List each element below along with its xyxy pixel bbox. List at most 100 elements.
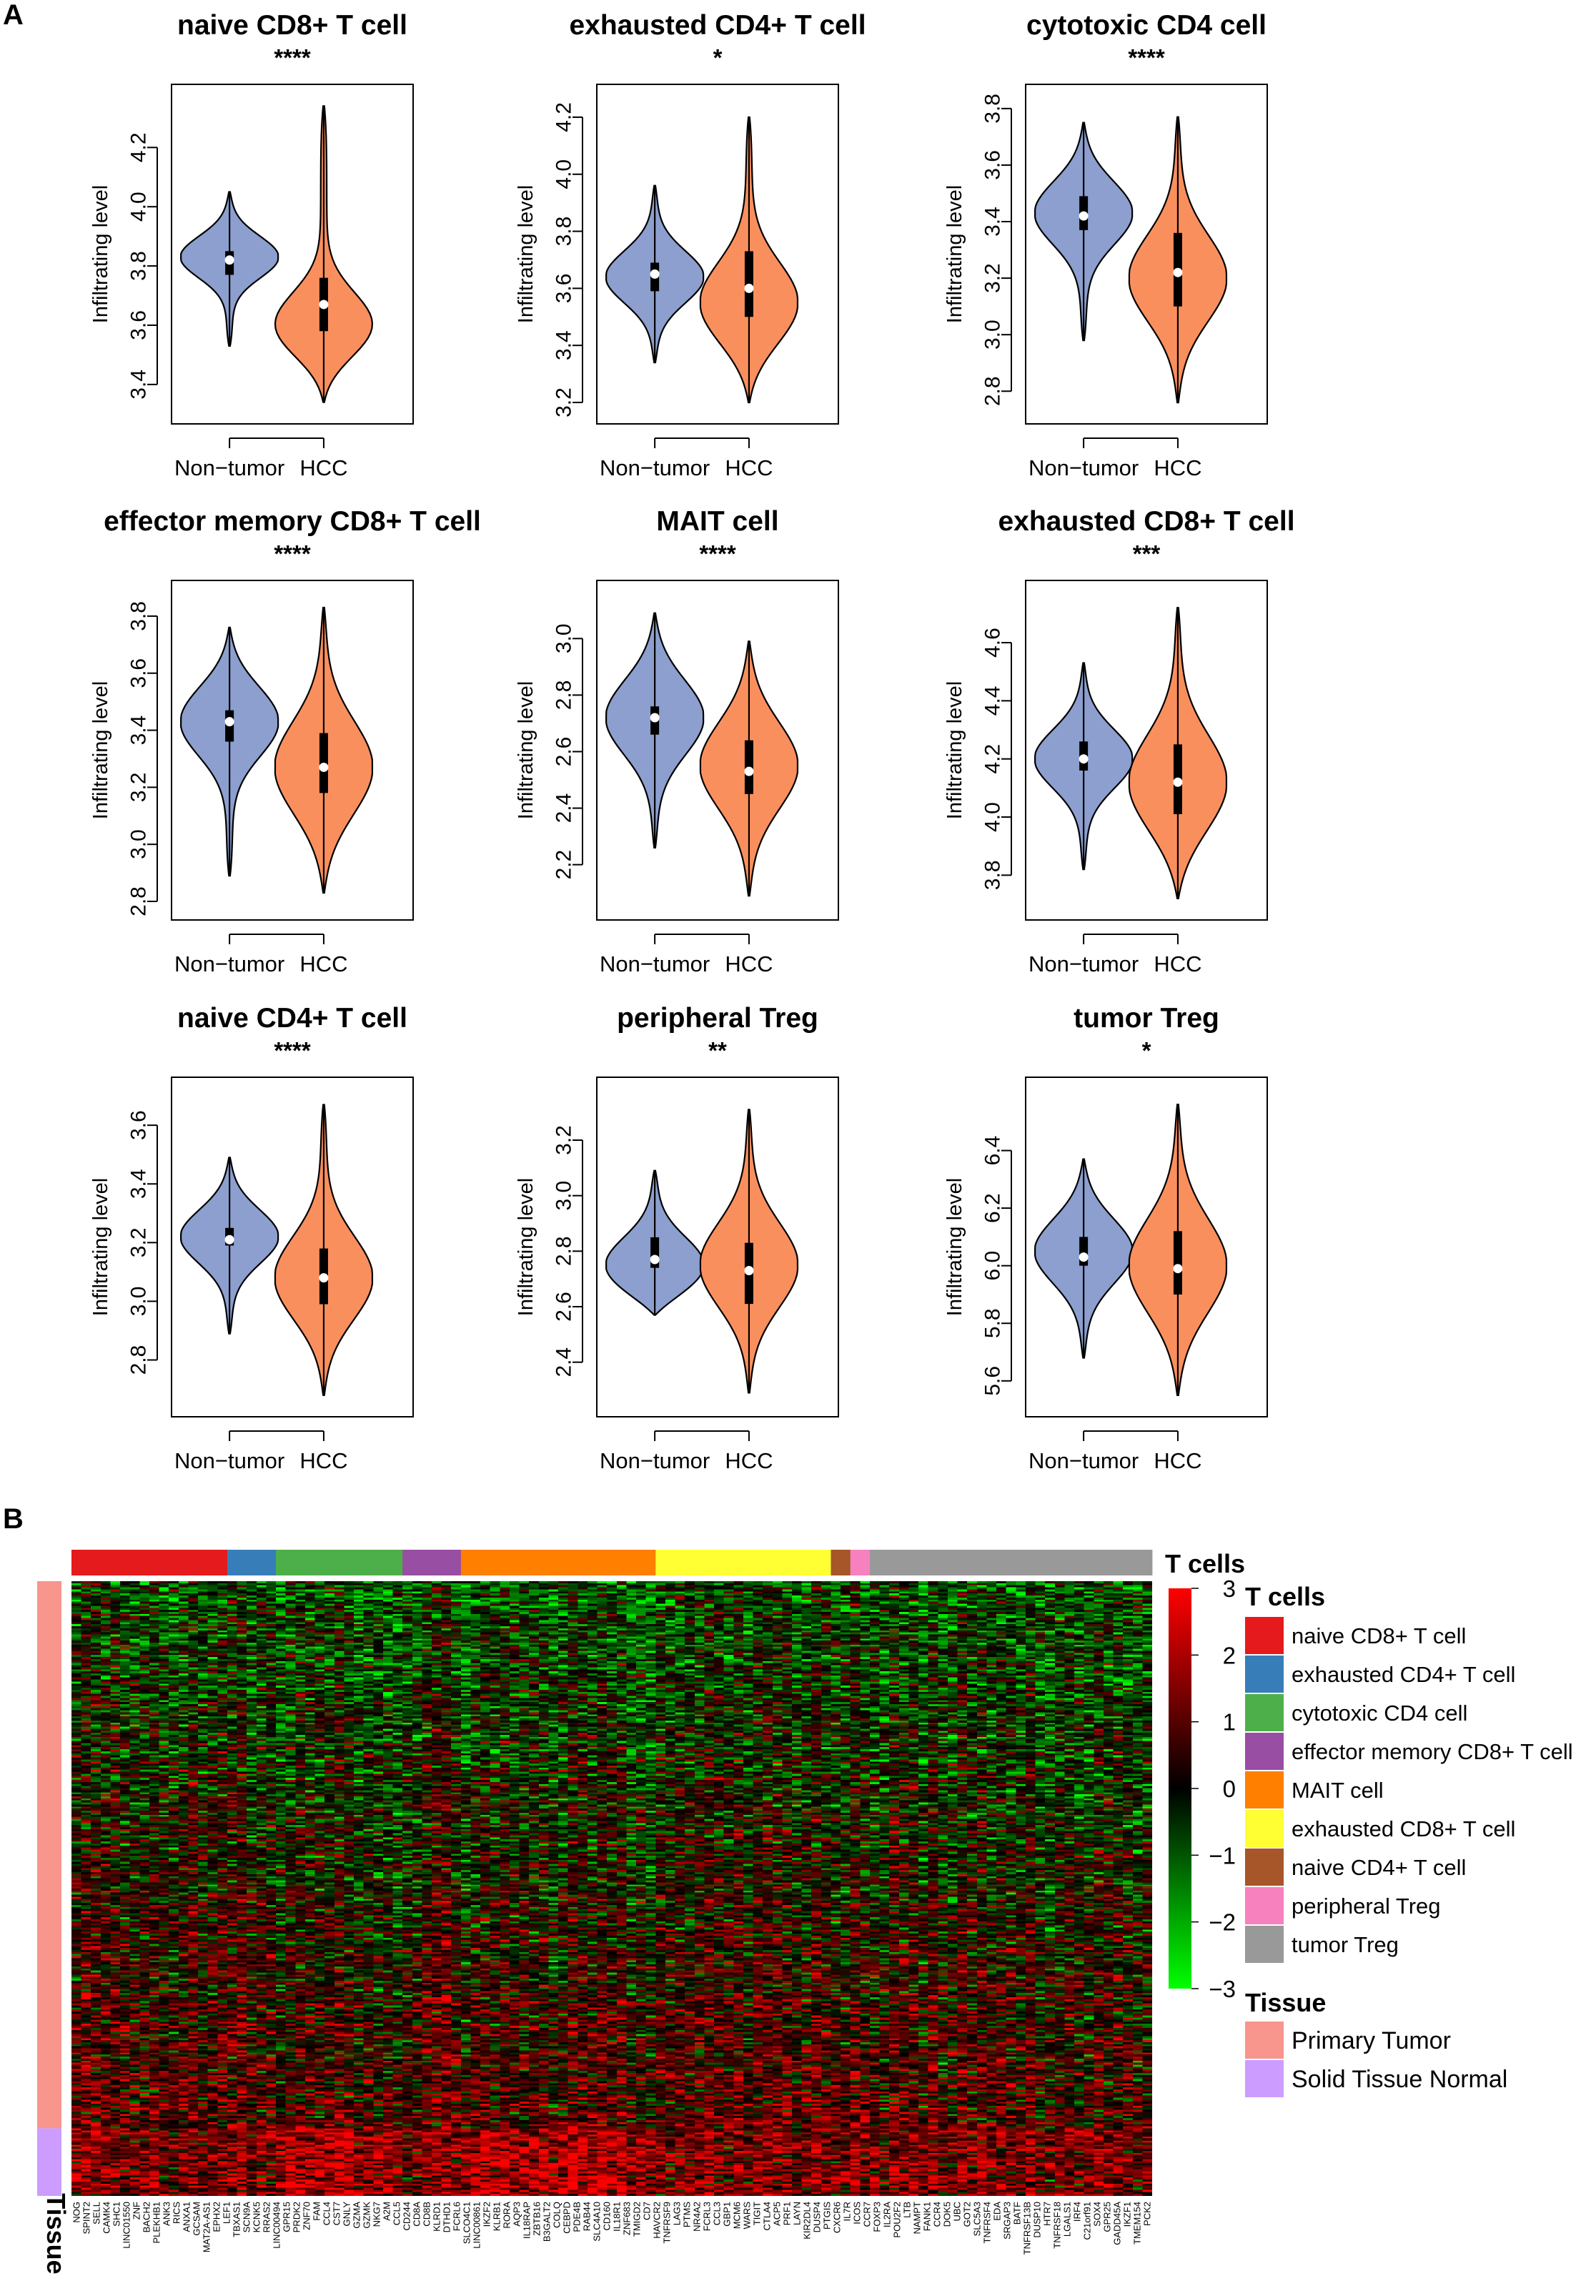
gene-label: MCM6 xyxy=(732,2202,743,2229)
plot-title: cytotoxic CD4 cell xyxy=(1026,10,1267,41)
gene-label: ZBTB16 xyxy=(532,2202,542,2236)
median-dot xyxy=(650,713,660,723)
color-scale-label: 3 xyxy=(1223,1575,1236,1602)
y-tick-label: 3.4 xyxy=(127,370,151,400)
significance-stars: **** xyxy=(274,1037,311,1064)
median-dot xyxy=(224,717,234,727)
y-tick-label: 3.8 xyxy=(552,217,576,247)
gene-label: TNFRSF18 xyxy=(1052,2202,1063,2249)
y-tick-label: 2.2 xyxy=(552,850,576,880)
x-category-label: HCC xyxy=(1154,951,1201,976)
significance-stars: **** xyxy=(274,540,311,567)
median-dot xyxy=(319,762,329,772)
x-category-label: HCC xyxy=(299,951,347,976)
y-tick-label: 2.8 xyxy=(552,681,576,711)
gene-label: WARS xyxy=(742,2202,753,2230)
y-tick-label: 2.8 xyxy=(981,376,1005,406)
y-tick-label: 3.6 xyxy=(127,310,151,340)
y-tick-label: 5.8 xyxy=(981,1308,1005,1338)
gene-label: CTLA4 xyxy=(762,2202,773,2230)
y-tick-label: 3.0 xyxy=(552,623,576,653)
y-tick-label: 4.2 xyxy=(552,102,576,132)
legend-swatch xyxy=(1245,1849,1284,1886)
plot-frame xyxy=(1025,84,1268,425)
legend-label: MAIT cell xyxy=(1292,1778,1384,1803)
y-tick-label: 2.4 xyxy=(552,793,576,823)
median-dot xyxy=(744,766,754,776)
y-axis-label: Infiltrating level xyxy=(943,185,966,323)
plot-frame xyxy=(171,84,414,425)
y-tick-label: 3.6 xyxy=(127,658,151,688)
gene-label: CST7 xyxy=(332,2202,342,2225)
legend-label: Solid Tissue Normal xyxy=(1292,2066,1507,2093)
y-tick-label: 2.4 xyxy=(552,1347,576,1377)
y-tick-label: 6.4 xyxy=(981,1136,1005,1166)
gene-label: GPR15 xyxy=(282,2202,292,2232)
y-tick-label: 6.2 xyxy=(981,1193,1005,1223)
plot-title: MAIT cell xyxy=(656,506,778,537)
gene-label: SHC1 xyxy=(111,2202,122,2227)
gene-label: DTHD1 xyxy=(442,2202,452,2232)
gene-label: COLQ xyxy=(552,2202,562,2228)
color-scale-label: 0 xyxy=(1223,1776,1236,1802)
color-scale-label: −3 xyxy=(1209,1976,1236,2002)
gene-label: NOG xyxy=(71,2202,82,2223)
violin-plot-3: cytotoxic CD4 cell **** 2.8 3.0 3.2 3.4 3.6 3.8… xyxy=(943,10,1268,480)
color-scale-label: −1 xyxy=(1209,1842,1236,1869)
tcell-annotation-bar xyxy=(227,1550,277,1575)
x-category-label: Non−tumor xyxy=(1029,951,1139,976)
x-category-label: Non−tumor xyxy=(600,951,710,976)
gene-label: TNFRSF13B xyxy=(1022,2202,1033,2255)
gene-label: SLC4A10 xyxy=(592,2202,603,2242)
gene-label: UBC xyxy=(952,2202,963,2221)
gene-label: FCRL6 xyxy=(452,2202,462,2231)
tcell-annotation-bar xyxy=(460,1550,656,1575)
gene-label: MAT2A-AS1 xyxy=(202,2202,212,2252)
gene-label: ACP5 xyxy=(772,2202,783,2226)
gene-label: CXCR6 xyxy=(832,2202,843,2233)
median-dot xyxy=(650,269,660,279)
plot-frame xyxy=(171,1077,414,1417)
color-scale-label: 1 xyxy=(1223,1709,1236,1736)
gene-label: FCRL3 xyxy=(702,2202,713,2231)
gene-label: CEBPD xyxy=(562,2202,573,2234)
tcell-annotation-bar xyxy=(869,1550,1153,1575)
tcell-annotation-bar xyxy=(71,1550,228,1575)
gene-label: PTMS xyxy=(682,2202,693,2227)
gene-label: CCL5 xyxy=(392,2202,402,2225)
plot-frame xyxy=(596,1077,839,1417)
x-category-label: Non−tumor xyxy=(1029,1448,1139,1473)
gene-label: KIR2DL4 xyxy=(802,2202,813,2240)
gene-label: CD244 xyxy=(402,2202,412,2230)
median-dot xyxy=(744,283,754,293)
violin-plot-7: naive CD4+ T cell **** 2.8 3.0 3.2 3.4 3.6 Infi… xyxy=(89,1003,414,1473)
gene-label: GZMA xyxy=(352,2202,362,2229)
gene-label: TBXAS1 xyxy=(232,2202,242,2237)
legend-swatch xyxy=(1245,1694,1284,1731)
median-dot xyxy=(650,1255,660,1265)
plot-title: naive CD8+ T cell xyxy=(177,10,407,41)
y-tick-label: 3.0 xyxy=(552,1181,576,1211)
gene-label: IKZF1 xyxy=(1122,2202,1133,2227)
x-category-label: HCC xyxy=(725,951,773,976)
y-tick-label: 4.0 xyxy=(552,159,576,189)
y-tick-label: 2.8 xyxy=(552,1236,576,1266)
legend-label: cytotoxic CD4 cell xyxy=(1292,1701,1467,1726)
heatmap-cells xyxy=(71,1581,1152,2196)
median-dot xyxy=(1079,1252,1089,1262)
legend-swatch xyxy=(1245,1926,1284,1963)
gene-label: CAMK4 xyxy=(101,2202,112,2234)
plot-frame xyxy=(596,580,839,921)
gene-label: ANXA1 xyxy=(182,2202,192,2232)
gene-label: RRAS2 xyxy=(262,2202,272,2232)
plot-frame xyxy=(1025,580,1268,921)
x-category-label: HCC xyxy=(1154,1448,1201,1473)
plot-frame xyxy=(596,84,839,425)
y-axis-label: Infiltrating level xyxy=(89,185,112,323)
gene-label: FAM xyxy=(312,2202,322,2221)
gene-label: CD7 xyxy=(642,2202,653,2220)
significance-stars: *** xyxy=(1133,540,1161,567)
gene-label: LINC00494 xyxy=(272,2202,282,2249)
plot-title: exhausted CD4+ T cell xyxy=(569,10,866,41)
